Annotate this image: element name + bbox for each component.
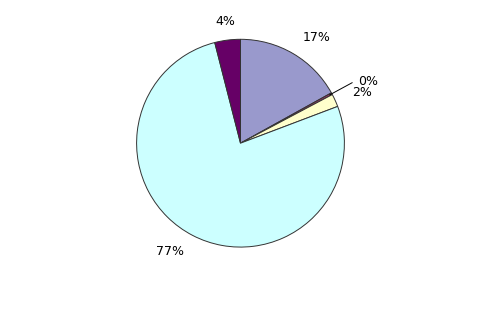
Wedge shape xyxy=(136,43,344,247)
Wedge shape xyxy=(240,95,337,143)
Text: 17%: 17% xyxy=(302,31,330,44)
Wedge shape xyxy=(214,39,240,143)
Text: 4%: 4% xyxy=(215,15,235,28)
Wedge shape xyxy=(240,39,331,143)
Wedge shape xyxy=(240,93,332,143)
Text: 2%: 2% xyxy=(351,86,372,99)
Text: 0%: 0% xyxy=(357,75,377,88)
Text: 77%: 77% xyxy=(156,245,183,258)
